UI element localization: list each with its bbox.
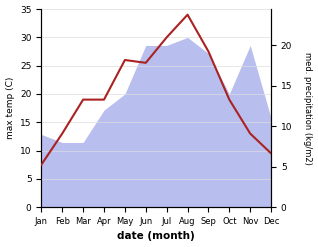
Y-axis label: med. precipitation (kg/m2): med. precipitation (kg/m2) <box>303 52 313 165</box>
Y-axis label: max temp (C): max temp (C) <box>5 77 15 139</box>
X-axis label: date (month): date (month) <box>117 231 195 242</box>
